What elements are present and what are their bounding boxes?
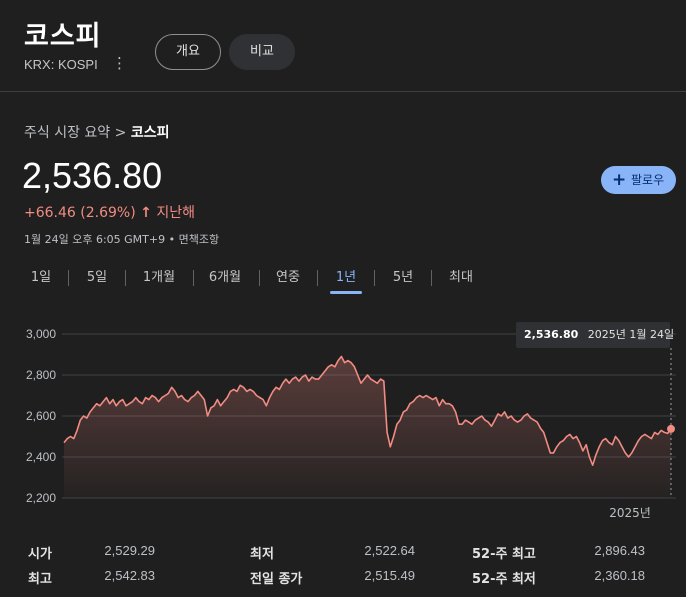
stat-low-value: 2,522.64 xyxy=(364,543,415,558)
quote-meta: 1월 24일 오후 6:05 GMT+9 • 면책조항 xyxy=(24,231,219,247)
disclaimer-link[interactable]: 면책조항 xyxy=(178,233,220,246)
header: 코스피 KRX: KOSPI ⋮ 개요 비교 xyxy=(0,0,686,92)
tooltip-date: 2025년 1월 24일 xyxy=(587,328,675,341)
y-tick-label: 2,800 xyxy=(26,368,56,382)
follow-label: 팔로우 xyxy=(631,173,665,187)
y-tick-label: 3,000 xyxy=(26,327,56,341)
stats-table: 시가 2,529.29 최고 2,542.83 최저 2,522.64 전일 종… xyxy=(0,538,686,594)
range-divider xyxy=(259,270,260,286)
range-1y[interactable]: 1년 xyxy=(330,266,362,294)
follow-button[interactable]: + 팔로우 xyxy=(601,166,676,194)
price-chart[interactable]: 3,000 2,800 2,600 2,400 2,200 2025년 xyxy=(0,310,686,530)
index-title: 코스피 xyxy=(24,21,102,52)
stat-52wk-low-value: 2,360.18 xyxy=(594,568,645,583)
breadcrumb-separator: > xyxy=(114,125,127,141)
range-divider xyxy=(431,270,432,286)
range-ytd[interactable]: 연중 xyxy=(276,270,300,285)
range-5y[interactable]: 5년 xyxy=(392,270,414,285)
series-line xyxy=(63,355,672,466)
range-divider xyxy=(374,270,375,286)
range-max[interactable]: 최대 xyxy=(449,270,473,285)
price-change: +66.46 (2.69%) ↑ 지난해 xyxy=(24,202,195,222)
y-tick-label: 2,600 xyxy=(26,409,56,423)
stat-prev-close-label: 전일 종가 xyxy=(250,572,303,587)
breadcrumb-current: 코스피 xyxy=(130,125,170,141)
stat-open-label: 시가 xyxy=(28,547,52,562)
tooltip-value: 2,536.80 xyxy=(524,328,579,341)
stat-open-value: 2,529.29 xyxy=(104,543,155,558)
current-price: 2,536.80 xyxy=(22,155,163,196)
range-divider xyxy=(125,270,126,286)
plus-icon: + xyxy=(612,170,627,190)
stat-prev-close-value: 2,515.49 xyxy=(364,568,415,583)
y-tick-label: 2,400 xyxy=(26,450,56,464)
ticker-symbol: KRX: KOSPI xyxy=(24,57,98,72)
breadcrumb: 주식 시장 요약 > 코스피 xyxy=(24,122,169,142)
stat-52wk-high-label: 52-주 최고 xyxy=(472,547,536,562)
range-divider xyxy=(317,270,318,286)
stat-high-label: 최고 xyxy=(28,572,52,587)
stat-low-label: 최저 xyxy=(250,547,274,562)
tab-overview[interactable]: 개요 xyxy=(155,34,221,70)
range-1m[interactable]: 1개월 xyxy=(142,270,176,285)
range-divider xyxy=(68,270,69,286)
stat-high-value: 2,542.83 xyxy=(104,568,155,583)
quote-timestamp: 1월 24일 오후 6:05 GMT+9 xyxy=(24,233,166,246)
chart-tooltip: 2,536.80 2025년 1월 24일 xyxy=(516,322,674,348)
stat-52wk-low-label: 52-주 최저 xyxy=(472,572,536,587)
series-area xyxy=(64,356,671,498)
tab-compare[interactable]: 비교 xyxy=(229,34,295,70)
x-tick-label: 2025년 xyxy=(609,506,651,520)
separator-dot: • xyxy=(168,233,179,246)
breadcrumb-parent-link[interactable]: 주식 시장 요약 xyxy=(24,125,111,141)
more-options-icon[interactable]: ⋮ xyxy=(112,54,127,72)
range-5d[interactable]: 5일 xyxy=(86,270,108,285)
range-divider xyxy=(193,270,194,286)
range-selector: 1일 5일 1개월 6개월 연중 1년 5년 최대 xyxy=(0,262,686,294)
range-1d[interactable]: 1일 xyxy=(30,270,52,285)
arrow-up-icon: ↑ xyxy=(140,205,152,221)
range-6m[interactable]: 6개월 xyxy=(208,270,242,285)
change-period: 지난해 xyxy=(156,205,195,221)
stat-52wk-high-value: 2,896.43 xyxy=(594,543,645,558)
hover-point xyxy=(667,424,675,433)
price-change-value: +66.46 (2.69%) xyxy=(24,205,136,221)
y-tick-label: 2,200 xyxy=(26,491,56,505)
